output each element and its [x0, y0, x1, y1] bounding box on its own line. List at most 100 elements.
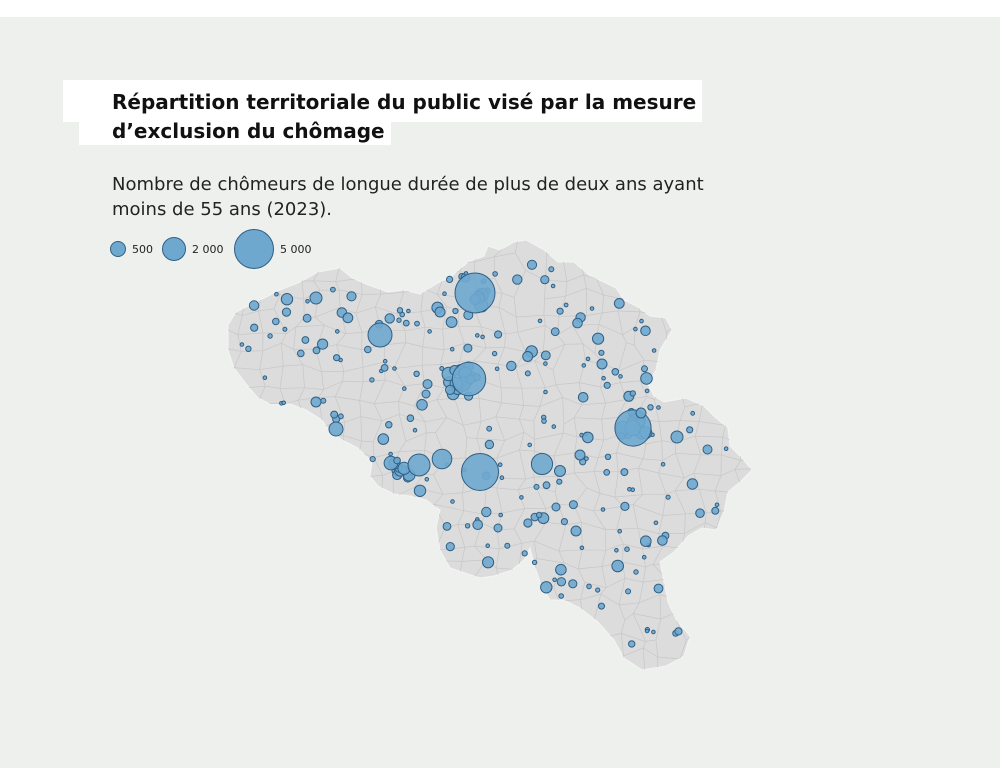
municipality-border [572, 325, 584, 345]
municipality-border [585, 647, 606, 656]
municipality-border [741, 657, 745, 669]
municipality-border [459, 360, 474, 362]
municipality-border [657, 656, 680, 660]
municipality-border [228, 360, 235, 368]
municipality-bubble [413, 370, 420, 377]
municipality-border [758, 318, 767, 333]
municipality-border [523, 405, 540, 407]
municipality-bubble [274, 291, 279, 297]
municipality-border [626, 342, 635, 346]
municipality-border [219, 649, 220, 670]
municipality-border [232, 507, 243, 529]
municipality-border [228, 634, 242, 637]
municipality-border [705, 618, 716, 620]
municipality-border [235, 388, 237, 398]
municipality-border [219, 382, 221, 398]
municipality-border [318, 559, 334, 562]
municipality-border [319, 449, 341, 461]
municipality-border [698, 489, 707, 513]
municipality-border [573, 404, 583, 418]
municipality-border [519, 616, 522, 641]
municipality-border [740, 454, 752, 461]
municipality-bubble [552, 577, 557, 583]
municipality-border [725, 544, 737, 550]
municipality-border [703, 273, 724, 276]
municipality-border [496, 440, 506, 459]
municipality-border [253, 434, 275, 443]
municipality-border [457, 524, 466, 548]
municipality-border [719, 345, 736, 350]
municipality-border [746, 563, 752, 570]
municipality-bubble [492, 271, 498, 277]
municipality-border [228, 527, 243, 530]
municipality-border [643, 578, 667, 583]
municipality-bubble [402, 319, 410, 327]
municipality-border [380, 621, 395, 625]
municipality-border [372, 441, 375, 458]
municipality-border [295, 668, 318, 670]
municipality-border [459, 343, 465, 362]
city-bubble-gand [367, 322, 393, 348]
municipality-bubble [535, 511, 543, 519]
municipality-border [485, 346, 505, 349]
municipality-bubble [714, 502, 720, 508]
municipality-border [674, 287, 702, 300]
municipality-border [636, 274, 666, 278]
title-highlight-second-line [79, 116, 391, 145]
municipality-border [723, 368, 727, 385]
municipality-border [673, 563, 698, 567]
municipality-border [682, 313, 704, 317]
municipality-border [272, 254, 282, 282]
municipality-border [553, 432, 564, 457]
municipality-border [581, 522, 583, 550]
municipality-border [760, 496, 763, 511]
municipality-border [460, 597, 475, 600]
municipality-border [461, 559, 487, 562]
municipality-border [555, 639, 559, 652]
municipality-border [298, 510, 319, 514]
municipality-bubble [657, 535, 668, 546]
municipality-bubble [556, 577, 567, 587]
municipality-border [393, 562, 398, 583]
municipality-border [281, 333, 287, 344]
municipality-border [701, 299, 704, 317]
municipality-border [422, 616, 438, 620]
municipality-border [216, 562, 221, 582]
municipality-bubble [369, 377, 375, 383]
municipality-border [465, 437, 468, 459]
municipality-bubble [570, 525, 582, 537]
municipality-border [322, 241, 326, 260]
municipality-border [341, 240, 345, 259]
municipality-border [720, 469, 736, 476]
municipality-border [437, 616, 446, 635]
municipality-border [555, 382, 580, 386]
municipality-bubble [644, 388, 650, 394]
municipality-border [255, 453, 266, 480]
municipality-border [393, 364, 423, 370]
municipality-bubble [653, 520, 659, 526]
municipality-border [754, 659, 766, 672]
municipality-border [374, 565, 382, 586]
municipality-border [322, 240, 345, 242]
municipality-border [277, 242, 282, 255]
municipality-border [339, 459, 341, 474]
municipality-border [265, 492, 267, 513]
municipality-border [440, 349, 445, 365]
municipality-border [515, 360, 535, 369]
municipality-border [734, 582, 737, 600]
municipality-bubble [450, 499, 455, 504]
municipality-border [325, 469, 340, 474]
municipality-border [220, 511, 225, 530]
municipality-border [542, 620, 547, 634]
municipality-border [654, 287, 675, 290]
municipality-border [600, 386, 606, 404]
municipality-border [558, 549, 583, 552]
municipality-border [254, 258, 259, 276]
municipality-bubble [603, 469, 611, 476]
municipality-bubble [563, 302, 569, 308]
municipality-bubble [250, 323, 259, 332]
municipality-border [645, 254, 664, 264]
municipality-border [645, 674, 657, 677]
municipality-border [218, 451, 222, 480]
